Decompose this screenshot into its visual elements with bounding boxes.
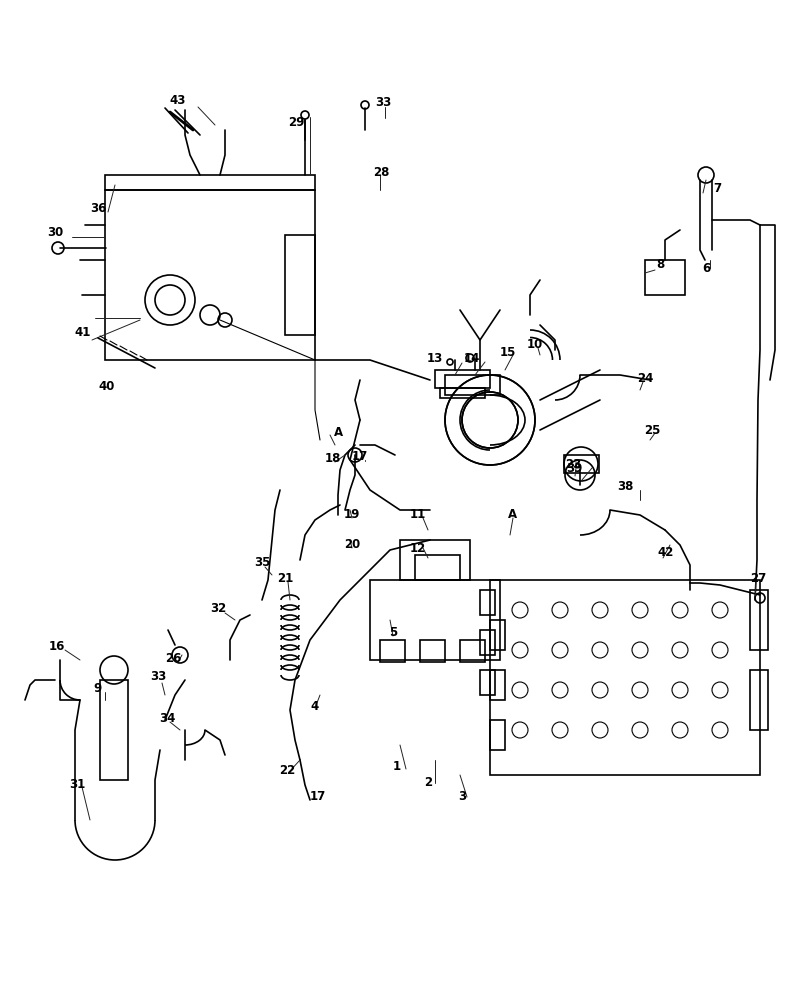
Bar <box>380 640 405 662</box>
Text: 21: 21 <box>277 572 293 584</box>
Text: 17: 17 <box>310 790 326 804</box>
Text: 23: 23 <box>565 458 581 471</box>
Bar <box>420 640 445 662</box>
Text: 33: 33 <box>375 97 391 109</box>
Text: 2: 2 <box>424 776 432 788</box>
Bar <box>480 590 495 615</box>
Bar <box>490 620 505 650</box>
Text: 17: 17 <box>351 450 368 462</box>
Text: 20: 20 <box>344 538 360 552</box>
Bar <box>490 670 505 700</box>
Text: 14: 14 <box>464 353 480 365</box>
Text: 1: 1 <box>393 760 401 774</box>
Bar <box>445 375 500 395</box>
Text: 30: 30 <box>47 226 63 238</box>
Text: 3: 3 <box>458 790 466 802</box>
Text: 41: 41 <box>75 326 91 340</box>
Bar <box>564 455 599 473</box>
Bar <box>400 540 470 580</box>
Bar <box>750 590 768 650</box>
Text: 19: 19 <box>344 508 360 522</box>
Text: 42: 42 <box>658 546 674 560</box>
Text: A: A <box>508 508 518 522</box>
Text: 7: 7 <box>713 182 721 194</box>
Bar <box>480 630 495 655</box>
Text: 16: 16 <box>48 641 65 654</box>
Text: 29: 29 <box>288 116 304 129</box>
Text: 31: 31 <box>69 778 85 792</box>
Text: 5: 5 <box>389 626 397 640</box>
Text: 28: 28 <box>372 166 389 180</box>
Bar <box>750 670 768 730</box>
Bar <box>435 370 490 388</box>
Text: 26: 26 <box>165 652 181 664</box>
Text: 6: 6 <box>702 261 710 274</box>
Text: 13: 13 <box>427 353 443 365</box>
Text: 11: 11 <box>410 508 426 522</box>
Text: A: A <box>334 426 343 438</box>
Bar <box>440 388 485 398</box>
Text: 9: 9 <box>94 682 102 694</box>
Text: 38: 38 <box>617 481 633 493</box>
Text: 18: 18 <box>325 452 341 466</box>
Text: 33: 33 <box>149 670 166 684</box>
Bar <box>105 190 315 360</box>
Text: 25: 25 <box>644 424 660 436</box>
Bar <box>645 260 685 295</box>
Text: 22: 22 <box>279 764 295 776</box>
Bar <box>100 680 128 780</box>
Bar <box>105 175 315 190</box>
Bar <box>490 720 505 750</box>
Text: 27: 27 <box>750 572 766 584</box>
Bar <box>285 235 315 335</box>
Text: 15: 15 <box>500 346 516 359</box>
Text: 12: 12 <box>410 542 426 554</box>
Text: 40: 40 <box>99 380 116 393</box>
Text: 34: 34 <box>159 712 175 726</box>
Bar <box>460 640 485 662</box>
Text: 4: 4 <box>311 700 319 712</box>
Bar <box>490 580 760 775</box>
Bar <box>415 555 460 580</box>
Text: 8: 8 <box>656 258 664 271</box>
Bar <box>480 670 495 695</box>
Text: 10: 10 <box>527 338 543 352</box>
Bar <box>370 580 500 660</box>
Text: 39: 39 <box>566 462 583 475</box>
Text: 43: 43 <box>170 94 186 106</box>
Text: 24: 24 <box>637 371 653 384</box>
Text: 32: 32 <box>210 601 226 614</box>
Text: 36: 36 <box>90 202 106 215</box>
Text: 35: 35 <box>254 556 270 568</box>
